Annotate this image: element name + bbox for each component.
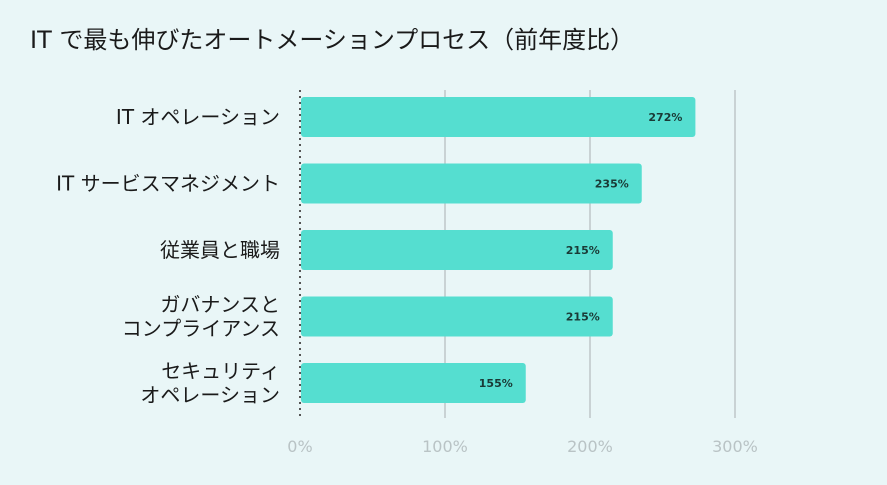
bar — [301, 163, 642, 204]
category-label: セキュリティ — [161, 359, 280, 383]
bar — [301, 97, 696, 137]
bar — [301, 296, 613, 337]
bar-value-label: 215% — [566, 311, 600, 324]
category-labels: IT オペレーション IT サービスマネジメント従業員と職場ガバナンスとコンプライ… — [56, 105, 280, 407]
category-label: IT オペレーション — [116, 105, 280, 129]
bar-value-label: 215% — [566, 244, 600, 257]
x-tick-label: 200% — [567, 437, 613, 456]
bar-value-label: 272% — [648, 111, 682, 124]
category-label: オペレーション — [140, 383, 280, 407]
bars: 272% 235% 215% 215% 155% — [301, 97, 696, 403]
x-tick-label: 0% — [287, 437, 312, 456]
bar — [301, 363, 526, 403]
x-tick-label: 100% — [422, 437, 468, 456]
category-label: ガバナンスと — [160, 293, 280, 317]
x-tick-labels: 0% 100% 200% 300% — [287, 437, 758, 456]
category-label: 従業員と職場 — [160, 238, 280, 262]
category-label: IT サービスマネジメント — [56, 172, 280, 196]
chart-title: IT で最も伸びたオートメーションプロセス（前年度比） — [30, 26, 635, 54]
x-tick-label: 300% — [712, 437, 758, 456]
bar — [301, 230, 613, 270]
category-label: コンプライアンス — [122, 317, 280, 341]
bar-value-label: 235% — [595, 178, 629, 191]
bar-value-label: 155% — [479, 377, 513, 390]
